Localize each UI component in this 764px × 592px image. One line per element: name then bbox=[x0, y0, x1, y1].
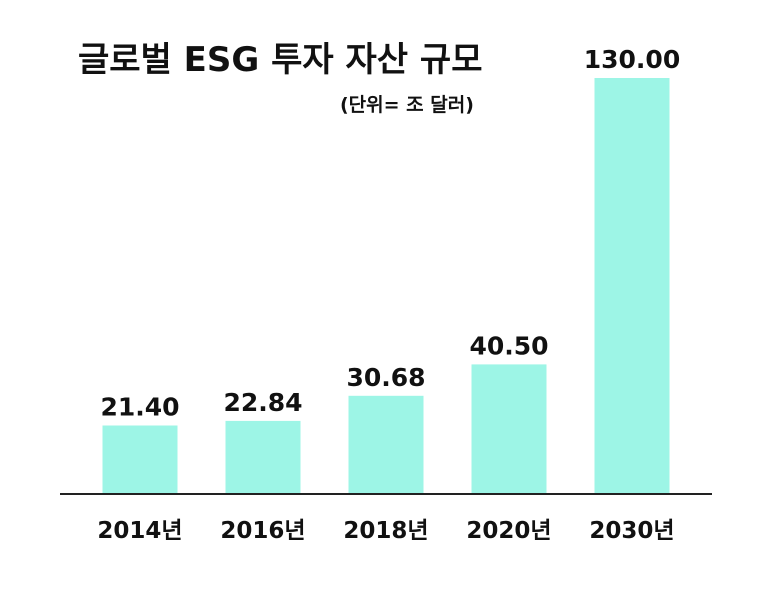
bar-3 bbox=[471, 364, 547, 494]
x-tick-label-2: 2018년 bbox=[343, 518, 428, 544]
x-tick-label-1: 2016년 bbox=[220, 518, 305, 544]
x-tick-label-0: 2014년 bbox=[97, 518, 182, 544]
x-tick-label-3: 2020년 bbox=[466, 518, 551, 544]
bar-value-label-0: 21.40 bbox=[100, 393, 179, 422]
bar-value-label-3: 40.50 bbox=[469, 331, 548, 360]
bar-value-label-1: 22.84 bbox=[223, 388, 302, 417]
chart-title: 글로벌 ESG 투자 자산 규모 bbox=[78, 40, 483, 80]
x-tick-label-4: 2030년 bbox=[589, 518, 674, 544]
bar-1 bbox=[225, 420, 301, 494]
bar-4 bbox=[594, 78, 670, 494]
bar-value-label-2: 30.68 bbox=[346, 363, 425, 392]
bar-2 bbox=[348, 395, 424, 494]
chart-subtitle: (단위= 조 달러) bbox=[340, 94, 474, 116]
bar-0 bbox=[102, 425, 178, 494]
bar-value-label-4: 130.00 bbox=[584, 45, 680, 74]
